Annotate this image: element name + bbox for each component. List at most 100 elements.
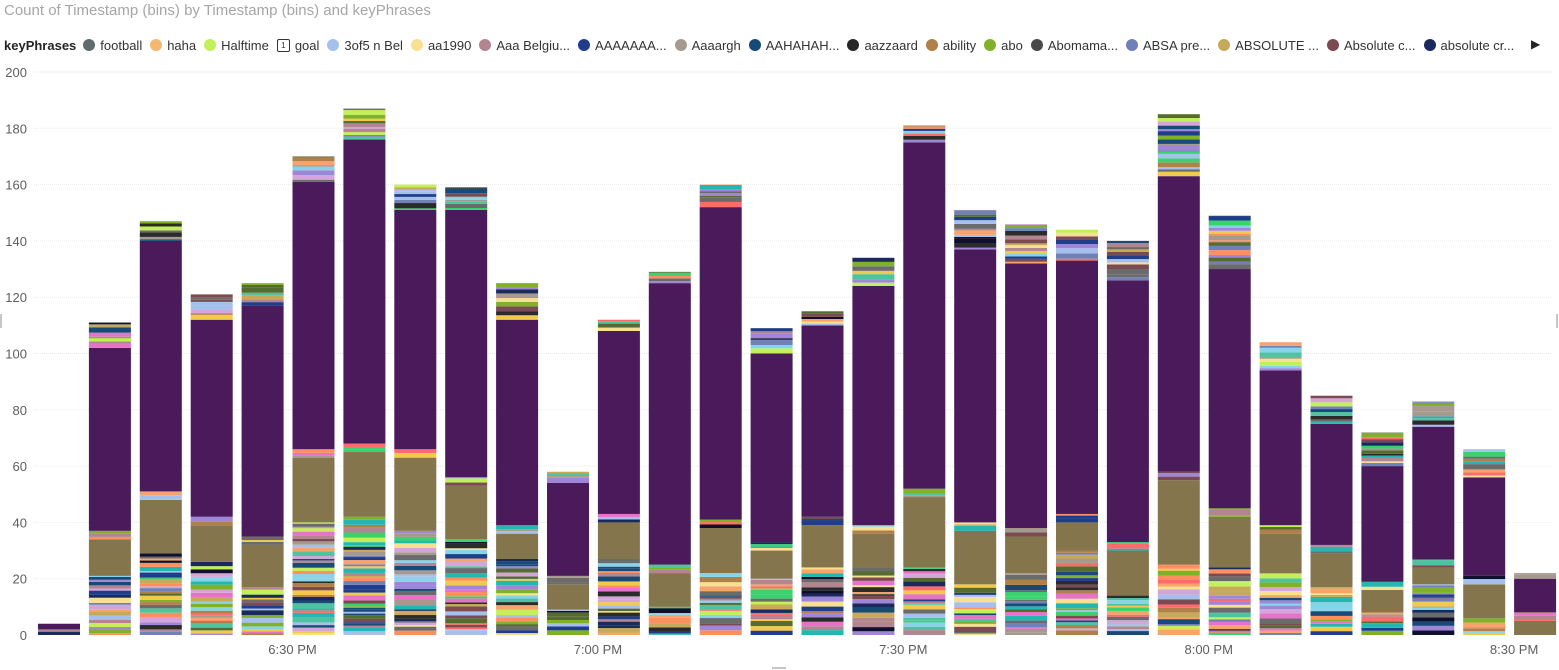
- bar-segment[interactable]: [1106, 626, 1149, 630]
- bar-segment[interactable]: [241, 287, 284, 293]
- bar-segment[interactable]: [1412, 416, 1455, 419]
- bar-segment[interactable]: [445, 589, 488, 593]
- bar[interactable]: [496, 283, 539, 635]
- bar-segment[interactable]: [139, 622, 182, 626]
- bar-segment[interactable]: [954, 220, 997, 224]
- legend-item[interactable]: Halftime: [204, 38, 269, 53]
- bar-segment[interactable]: [1361, 581, 1404, 587]
- bar-segment-main[interactable]: [648, 283, 691, 565]
- bar-segment[interactable]: [1005, 579, 1048, 585]
- bar-segment[interactable]: [241, 608, 284, 611]
- bar-segment[interactable]: [852, 587, 895, 593]
- bar-segment[interactable]: [241, 589, 284, 595]
- bar-segment[interactable]: [648, 564, 691, 568]
- bar-segment-main[interactable]: [699, 207, 742, 520]
- bar-segment[interactable]: [1208, 569, 1251, 574]
- bar-segment[interactable]: [597, 625, 640, 629]
- bar-segment[interactable]: [699, 522, 742, 525]
- bar-segment[interactable]: [496, 529, 539, 532]
- bar-segment[interactable]: [852, 599, 895, 604]
- bar-segment[interactable]: [699, 602, 742, 605]
- bar-segment[interactable]: [1310, 631, 1353, 635]
- bar-segment[interactable]: [1361, 621, 1404, 624]
- bar-segment[interactable]: [1157, 151, 1200, 154]
- bar-segment[interactable]: [801, 617, 844, 622]
- bar-segment[interactable]: [1310, 621, 1353, 624]
- bar-segment-major[interactable]: [1412, 567, 1455, 585]
- bar-segment[interactable]: [1056, 515, 1098, 519]
- bar-segment[interactable]: [394, 536, 437, 541]
- bar-segment[interactable]: [954, 524, 997, 526]
- bar-segment[interactable]: [699, 197, 742, 202]
- bar-segment[interactable]: [699, 591, 742, 596]
- legend-item[interactable]: ability: [925, 38, 976, 53]
- bar-segment[interactable]: [292, 570, 335, 575]
- bar-segment[interactable]: [1208, 630, 1251, 633]
- bar-segment[interactable]: [954, 236, 997, 239]
- bar[interactable]: [1463, 449, 1506, 635]
- bar-segment[interactable]: [547, 610, 589, 613]
- bar-segment[interactable]: [241, 587, 284, 590]
- bar-segment[interactable]: [699, 573, 742, 577]
- bar-segment[interactable]: [547, 577, 589, 583]
- bar-segment[interactable]: [1412, 594, 1455, 597]
- bar-segment[interactable]: [954, 596, 997, 599]
- bar-segment[interactable]: [88, 590, 131, 595]
- bar-segment[interactable]: [1361, 586, 1404, 590]
- bar-segment[interactable]: [750, 579, 793, 585]
- bar-segment[interactable]: [1157, 594, 1200, 600]
- bar-segment[interactable]: [1412, 420, 1455, 425]
- bar-segment[interactable]: [445, 573, 488, 578]
- bar-segment[interactable]: [343, 622, 386, 624]
- bar-segment[interactable]: [1310, 588, 1353, 594]
- bar-segment[interactable]: [343, 618, 386, 623]
- bar-segment[interactable]: [852, 594, 895, 596]
- bar-segment[interactable]: [1208, 604, 1251, 608]
- bar-segment[interactable]: [801, 590, 844, 594]
- bar-segment[interactable]: [852, 592, 895, 595]
- bar-segment[interactable]: [1463, 449, 1506, 452]
- bar-segment[interactable]: [1157, 629, 1200, 635]
- bar-segment[interactable]: [699, 609, 742, 611]
- bar-segment[interactable]: [903, 590, 946, 595]
- bar-segment[interactable]: [343, 110, 386, 115]
- bar-segment[interactable]: [954, 632, 997, 634]
- bar-segment[interactable]: [190, 589, 233, 593]
- bar-segment[interactable]: [292, 156, 335, 158]
- bar-segment[interactable]: [1157, 129, 1200, 132]
- bar-segment[interactable]: [88, 343, 131, 348]
- bar-segment[interactable]: [1412, 406, 1455, 412]
- bar-segment[interactable]: [1310, 419, 1353, 422]
- bar-segment[interactable]: [292, 541, 335, 545]
- bar-segment[interactable]: [1208, 250, 1251, 255]
- bar-segment[interactable]: [394, 625, 437, 627]
- bar-segment[interactable]: [1056, 580, 1098, 585]
- bar-segment[interactable]: [445, 602, 488, 605]
- bar-segment[interactable]: [852, 575, 895, 578]
- bar-segment[interactable]: [1005, 245, 1048, 248]
- bar[interactable]: [241, 283, 284, 635]
- bar-segment[interactable]: [292, 631, 335, 634]
- bar-segment[interactable]: [445, 577, 488, 581]
- bar-segment[interactable]: [241, 626, 284, 629]
- legend-next-arrow-icon[interactable]: ▶: [1531, 37, 1541, 51]
- bar-segment-major[interactable]: [801, 525, 844, 568]
- bar-segment[interactable]: [343, 123, 386, 128]
- bar-segment[interactable]: [190, 301, 233, 306]
- bar-segment[interactable]: [1056, 593, 1098, 599]
- bar-segment[interactable]: [394, 196, 437, 200]
- bar-segment[interactable]: [699, 201, 742, 208]
- bar-segment[interactable]: [903, 581, 946, 587]
- bar-segment[interactable]: [343, 524, 386, 528]
- bar-segment[interactable]: [343, 537, 386, 543]
- bar-segment-main[interactable]: [1157, 176, 1200, 472]
- bar-segment[interactable]: [1361, 630, 1404, 635]
- bar-segment[interactable]: [547, 616, 589, 620]
- bar-segment[interactable]: [1056, 622, 1098, 626]
- bar-segment[interactable]: [445, 193, 488, 197]
- bar-segment[interactable]: [1310, 611, 1353, 616]
- bar-segment-main[interactable]: [1412, 426, 1455, 559]
- bar-segment[interactable]: [343, 555, 386, 558]
- bar-segment[interactable]: [190, 297, 233, 300]
- bar-segment[interactable]: [343, 128, 386, 133]
